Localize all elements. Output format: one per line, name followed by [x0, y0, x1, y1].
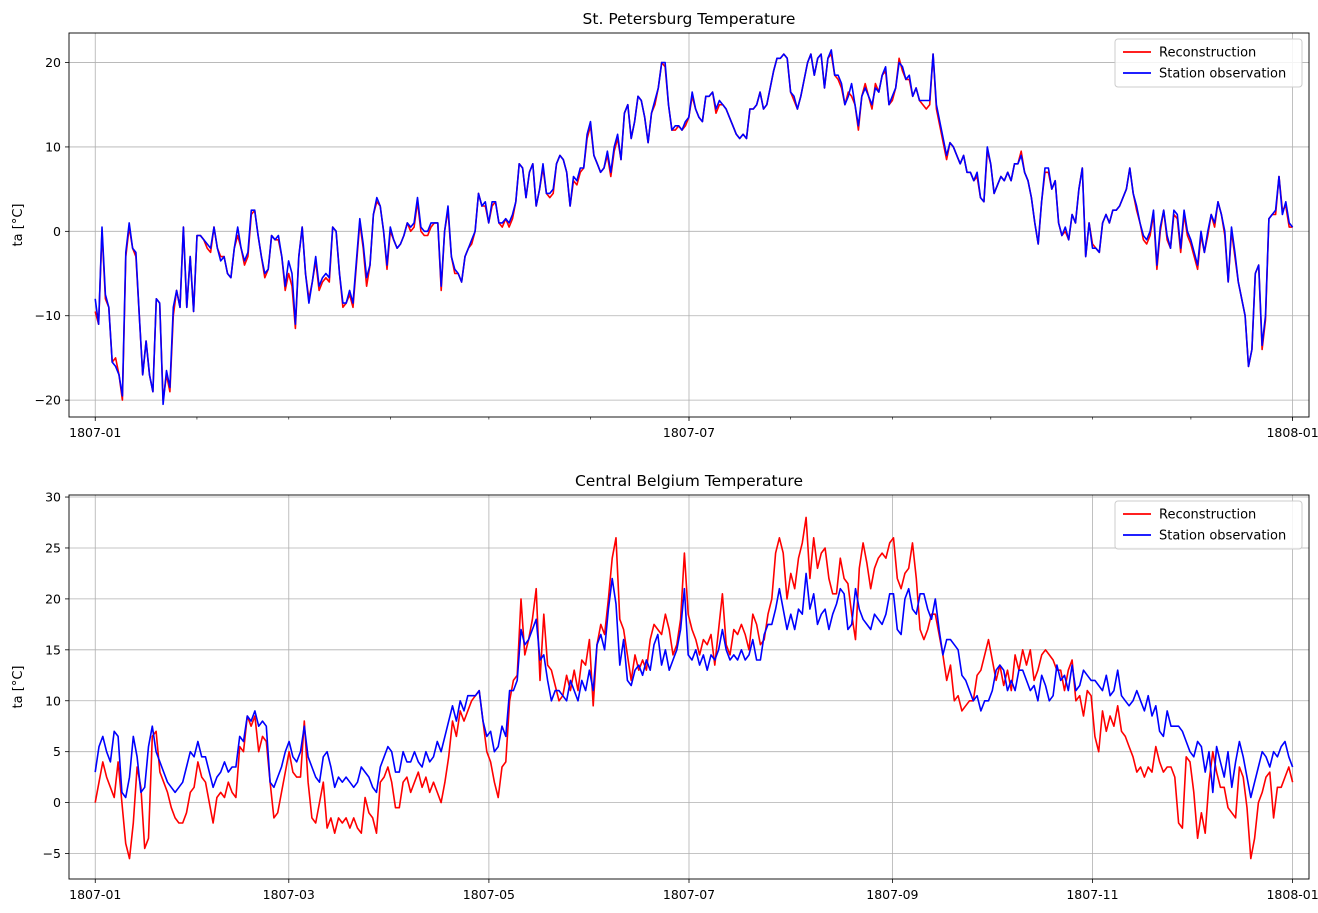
- x-tick-label: 1807-03: [263, 887, 315, 902]
- y-tick-label: 0: [53, 795, 61, 810]
- y-tick-label: 15: [45, 642, 61, 657]
- x-tick-label: 1808-01: [1266, 425, 1318, 440]
- x-tick-label: 1807-01: [69, 425, 121, 440]
- y-tick-label: 10: [45, 693, 61, 708]
- legend-label: Station observation: [1159, 529, 1286, 544]
- legend: Reconstruction Station observation: [1114, 500, 1303, 550]
- x-tick-label: 1807-07: [663, 887, 715, 902]
- y-tick-label: −5: [43, 846, 61, 861]
- chart-title: St. Petersburg Temperature: [583, 10, 796, 28]
- y-tick-label: 30: [45, 490, 61, 505]
- x-tick-label: 1807-11: [1066, 887, 1118, 902]
- legend-label: Station observation: [1159, 67, 1286, 82]
- legend-box: [1114, 500, 1303, 550]
- chart-panel-1: −20 −10 0 10 20 1807-01 1807-07 1808-01 St. Pete…: [11, 10, 1318, 440]
- y-tick-label: 25: [45, 540, 61, 555]
- y-tick-label: 0: [53, 224, 61, 239]
- y-axis-label: ta [°C]: [11, 204, 26, 247]
- y-tick-label: 20: [45, 591, 61, 606]
- series-line-reconstruction: [94, 516, 1294, 860]
- legend-label: Reconstruction: [1159, 508, 1256, 523]
- y-tick-label: 5: [53, 744, 61, 759]
- y-tick-label: 20: [45, 55, 61, 70]
- legend: Reconstruction Station observation: [1114, 38, 1303, 88]
- y-tick-label: −20: [35, 393, 61, 408]
- plot-frame: [68, 494, 1310, 880]
- y-tick-label: −10: [35, 308, 61, 323]
- y-tick-label: 10: [45, 139, 61, 154]
- x-tick-label: 1807-05: [463, 887, 515, 902]
- x-tick-label: 1807-01: [69, 887, 121, 902]
- legend-label: Reconstruction: [1159, 46, 1256, 61]
- y-axis-label: ta [°C]: [11, 666, 26, 709]
- legend-box: [1114, 38, 1303, 88]
- chart-title: Central Belgium Temperature: [575, 472, 803, 490]
- chart-panel-2: −5 0 5 10 15 20 25 30 1807-01 1807-03 1807-05 1807-…: [11, 472, 1318, 902]
- series-line-station-observation: [94, 572, 1294, 799]
- x-tick-label: 1807-09: [866, 887, 918, 902]
- plot-frame: [68, 32, 1310, 418]
- x-tick-label: 1807-07: [663, 425, 715, 440]
- x-tick-label: 1808-01: [1266, 887, 1318, 902]
- series-line-station-observation: [94, 49, 1294, 406]
